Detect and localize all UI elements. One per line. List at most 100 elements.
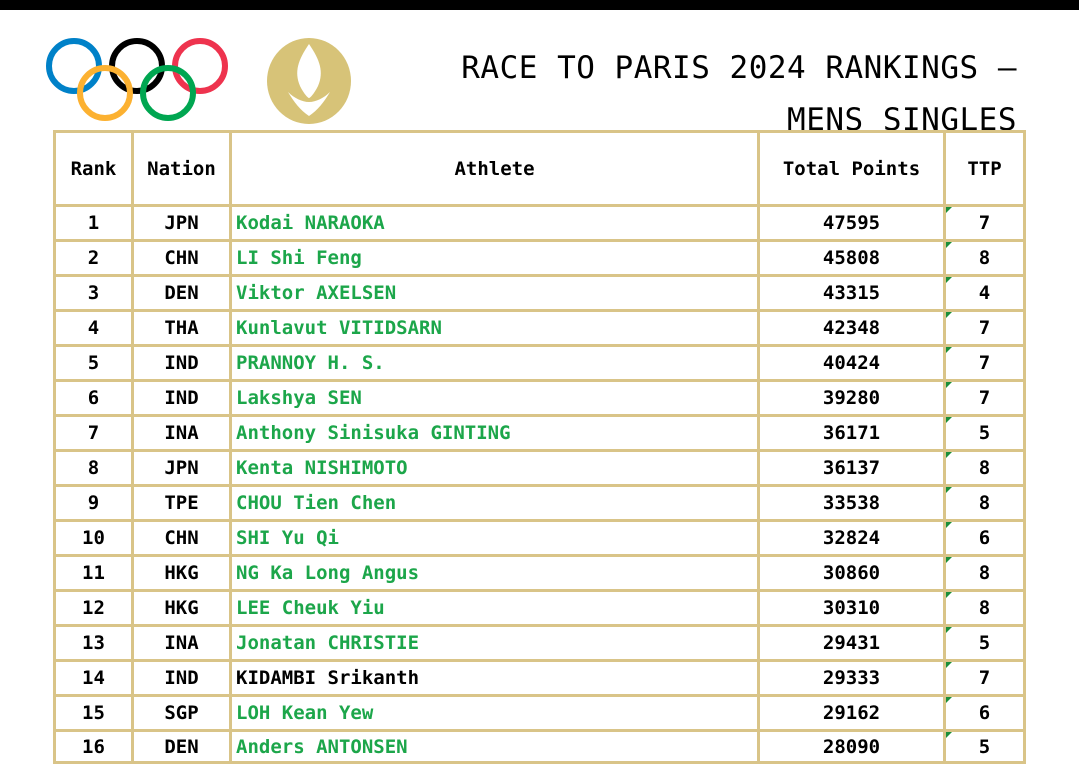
nation-cell: CHN: [131, 519, 232, 557]
ttp-cell: 7: [943, 659, 1026, 697]
rankings-table: Rank Nation Athlete Total Points TTP 1 JP…: [53, 130, 1026, 764]
athlete-link[interactable]: PRANNOY H. S.: [229, 344, 760, 382]
nation-cell: SGP: [131, 694, 232, 732]
rank-cell: 12: [53, 589, 134, 627]
ttp-cell: 8: [943, 554, 1026, 592]
athlete-link[interactable]: NG Ka Long Angus: [229, 554, 760, 592]
table-row: 8 JPN Kenta NISHIMOTO 36137 8: [53, 449, 1026, 487]
rank-cell: 6: [53, 379, 134, 417]
table-row: 5 IND PRANNOY H. S. 40424 7: [53, 344, 1026, 382]
total-points-cell: 45808: [757, 239, 946, 277]
athlete-link[interactable]: Kodai NARAOKA: [229, 204, 760, 242]
table-row: 13 INA Jonatan CHRISTIE 29431 5: [53, 624, 1026, 662]
table-row: 12 HKG LEE Cheuk Yiu 30310 8: [53, 589, 1026, 627]
ttp-cell: 6: [943, 694, 1026, 732]
top-black-bar: [0, 0, 1079, 10]
athlete-link[interactable]: Jonatan CHRISTIE: [229, 624, 760, 662]
ttp-cell: 4: [943, 274, 1026, 312]
rank-cell: 9: [53, 484, 134, 522]
table-row: 7 INA Anthony Sinisuka GINTING 36171 5: [53, 414, 1026, 452]
ttp-cell: 7: [943, 309, 1026, 347]
rank-cell: 16: [53, 729, 134, 764]
athlete-link[interactable]: Anders ANTONSEN: [229, 729, 760, 764]
rank-cell: 11: [53, 554, 134, 592]
table-row: 4 THA Kunlavut VITIDSARN 42348 7: [53, 309, 1026, 347]
total-points-cell: 36137: [757, 449, 946, 487]
total-points-cell: 30310: [757, 589, 946, 627]
nation-cell: JPN: [131, 204, 232, 242]
table-row: 11 HKG NG Ka Long Angus 30860 8: [53, 554, 1026, 592]
total-points-cell: 29333: [757, 659, 946, 697]
nation-cell: HKG: [131, 589, 232, 627]
nation-cell: INA: [131, 624, 232, 662]
nation-cell: THA: [131, 309, 232, 347]
rank-cell: 7: [53, 414, 134, 452]
athlete-link[interactable]: Anthony Sinisuka GINTING: [229, 414, 760, 452]
ttp-cell: 8: [943, 239, 1026, 277]
athlete-link[interactable]: Kenta NISHIMOTO: [229, 449, 760, 487]
rank-cell: 4: [53, 309, 134, 347]
nation-cell: INA: [131, 414, 232, 452]
nation-cell: IND: [131, 379, 232, 417]
ttp-cell: 8: [943, 484, 1026, 522]
rank-cell: 14: [53, 659, 134, 697]
table-row: 6 IND Lakshya SEN 39280 7: [53, 379, 1026, 417]
rank-cell: 5: [53, 344, 134, 382]
total-points-cell: 36171: [757, 414, 946, 452]
athlete-link[interactable]: Lakshya SEN: [229, 379, 760, 417]
athlete-link[interactable]: CHOU Tien Chen: [229, 484, 760, 522]
paris-2024-flame-icon: [267, 38, 351, 124]
total-points-cell: 33538: [757, 484, 946, 522]
table-row: 2 CHN LI Shi Feng 45808 8: [53, 239, 1026, 277]
table-row: 1 JPN Kodai NARAOKA 47595 7: [53, 204, 1026, 242]
header-total-points: Total Points: [757, 130, 946, 207]
total-points-cell: 40424: [757, 344, 946, 382]
ttp-cell: 7: [943, 379, 1026, 417]
athlete-link[interactable]: LI Shi Feng: [229, 239, 760, 277]
ttp-cell: 5: [943, 414, 1026, 452]
ttp-cell: 6: [943, 519, 1026, 557]
title-line-1: RACE TO PARIS 2024 RANKINGS –: [461, 50, 1017, 86]
nation-cell: IND: [131, 659, 232, 697]
table-row: 14 IND KIDAMBI Srikanth 29333 7: [53, 659, 1026, 697]
nation-cell: IND: [131, 344, 232, 382]
rank-cell: 10: [53, 519, 134, 557]
table-row: 9 TPE CHOU Tien Chen 33538 8: [53, 484, 1026, 522]
table-row: 10 CHN SHI Yu Qi 32824 6: [53, 519, 1026, 557]
rank-cell: 15: [53, 694, 134, 732]
total-points-cell: 30860: [757, 554, 946, 592]
athlete-link[interactable]: Kunlavut VITIDSARN: [229, 309, 760, 347]
total-points-cell: 29162: [757, 694, 946, 732]
athlete-link: KIDAMBI Srikanth: [229, 659, 760, 697]
ttp-cell: 7: [943, 204, 1026, 242]
rank-cell: 3: [53, 274, 134, 312]
athlete-link[interactable]: SHI Yu Qi: [229, 519, 760, 557]
total-points-cell: 29431: [757, 624, 946, 662]
athlete-link[interactable]: LEE Cheuk Yiu: [229, 589, 760, 627]
rank-cell: 1: [53, 204, 134, 242]
nation-cell: HKG: [131, 554, 232, 592]
ttp-cell: 7: [943, 344, 1026, 382]
table-row: 15 SGP LOH Kean Yew 29162 6: [53, 694, 1026, 732]
rank-cell: 8: [53, 449, 134, 487]
nation-cell: DEN: [131, 274, 232, 312]
total-points-cell: 43315: [757, 274, 946, 312]
header-ttp: TTP: [943, 130, 1026, 207]
header-athlete: Athlete: [229, 130, 760, 207]
total-points-cell: 32824: [757, 519, 946, 557]
rank-cell: 13: [53, 624, 134, 662]
athlete-link[interactable]: Viktor AXELSEN: [229, 274, 760, 312]
nation-cell: DEN: [131, 729, 232, 764]
ttp-cell: 5: [943, 624, 1026, 662]
header-nation: Nation: [131, 130, 232, 207]
ttp-cell: 8: [943, 589, 1026, 627]
rank-cell: 2: [53, 239, 134, 277]
athlete-link[interactable]: LOH Kean Yew: [229, 694, 760, 732]
ttp-cell: 8: [943, 449, 1026, 487]
total-points-cell: 42348: [757, 309, 946, 347]
olympic-rings-icon: [46, 38, 228, 121]
total-points-cell: 47595: [757, 204, 946, 242]
total-points-cell: 39280: [757, 379, 946, 417]
nation-cell: JPN: [131, 449, 232, 487]
nation-cell: TPE: [131, 484, 232, 522]
